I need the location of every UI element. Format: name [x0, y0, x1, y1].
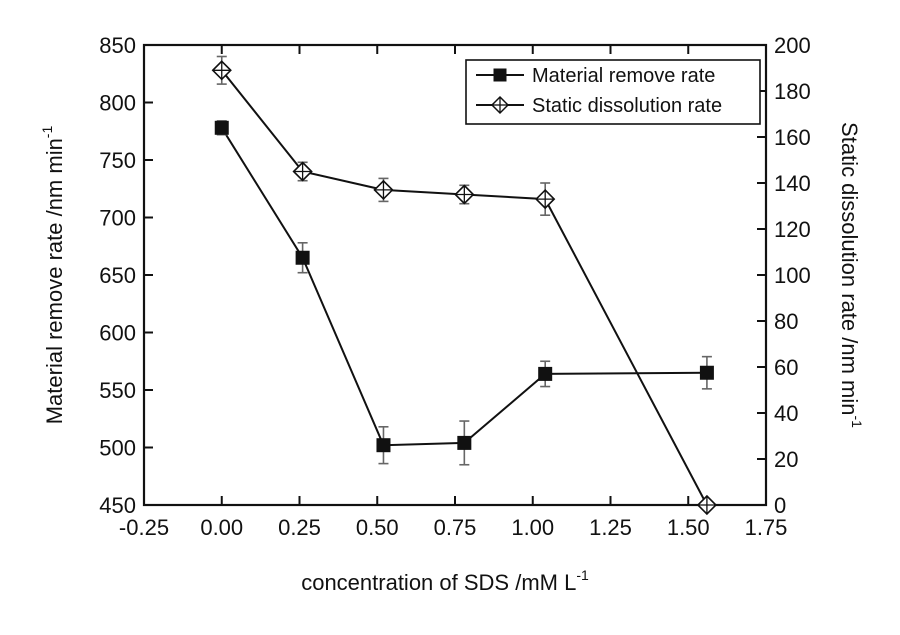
- data-point: [214, 120, 229, 135]
- y-right-tick-label: 120: [774, 217, 811, 242]
- y-right-tick-label: 140: [774, 171, 811, 196]
- data-point: [696, 494, 718, 516]
- tick-labels: -0.25 0.00 0.25 0.50 0.75 1.00 1.25 1.50 1.75 450…: [99, 33, 810, 540]
- legend-marker-material: [493, 68, 507, 82]
- y-right-tick-label: 80: [774, 309, 798, 334]
- legend-box: [465, 59, 761, 125]
- series-line: [220, 69, 708, 506]
- data-point: [699, 365, 714, 380]
- y-left-tick-label: 800: [99, 91, 136, 116]
- data-point: [454, 184, 475, 205]
- y-left-tick-label: 500: [99, 436, 136, 461]
- data-point: [535, 188, 556, 210]
- legend-marker-static: [490, 95, 510, 115]
- x-tick-label: 0.00: [200, 515, 243, 540]
- data-point: [373, 179, 394, 201]
- y-right-tick-label: 160: [774, 125, 811, 150]
- y-left-tick-label: 700: [99, 206, 136, 231]
- y-right-tick-label: 0: [774, 493, 786, 518]
- data-point: [211, 60, 232, 81]
- y-right-axis-title: Static dissolution rate /nm min-1: [837, 122, 865, 428]
- x-tick-label: 1.50: [667, 515, 710, 540]
- x-tick-label: -0.25: [119, 515, 169, 540]
- y-right-tick-label: 40: [774, 401, 798, 426]
- data-point: [295, 250, 310, 265]
- y-right-tick-label: 180: [774, 79, 811, 104]
- y-left-tick-label: 850: [99, 33, 136, 58]
- data-point: [457, 435, 472, 450]
- ticks: [143, 44, 767, 506]
- x-tick-label: 0.75: [434, 515, 477, 540]
- y-left-axis-title: Material remove rate /nm min-1: [39, 126, 67, 425]
- y-left-tick-label: 450: [99, 493, 136, 518]
- x-tick-label: 0.50: [356, 515, 399, 540]
- y-right-tick-label: 60: [774, 355, 798, 380]
- series-static-dissolution-rate: [211, 55, 718, 516]
- x-tick-label: 1.25: [589, 515, 632, 540]
- y-right-tick-label: 200: [774, 33, 811, 58]
- x-tick-label: 1.75: [745, 515, 788, 540]
- x-tick-label: 0.25: [278, 515, 321, 540]
- x-axis-title: concentration of SDS /mM L-1: [301, 567, 589, 595]
- series-material-remove-rate: [214, 120, 714, 466]
- y-right-tick-label: 20: [774, 447, 798, 472]
- data-point: [538, 366, 553, 381]
- series-layer: [211, 55, 718, 516]
- y-left-tick-label: 650: [99, 263, 136, 288]
- y-left-tick-label: 750: [99, 148, 136, 173]
- y-right-tick-label: 100: [774, 263, 811, 288]
- legend-label-static: Static dissolution rate: [532, 95, 722, 117]
- series-line: [220, 127, 707, 447]
- legend: Material remove rate Static dissolution …: [465, 59, 761, 125]
- x-tick-label: 1.00: [511, 515, 554, 540]
- y-left-tick-label: 600: [99, 321, 136, 346]
- data-point: [292, 161, 313, 182]
- y-left-tick-label: 550: [99, 378, 136, 403]
- legend-label-material: Material remove rate: [532, 65, 715, 87]
- data-point: [376, 438, 391, 453]
